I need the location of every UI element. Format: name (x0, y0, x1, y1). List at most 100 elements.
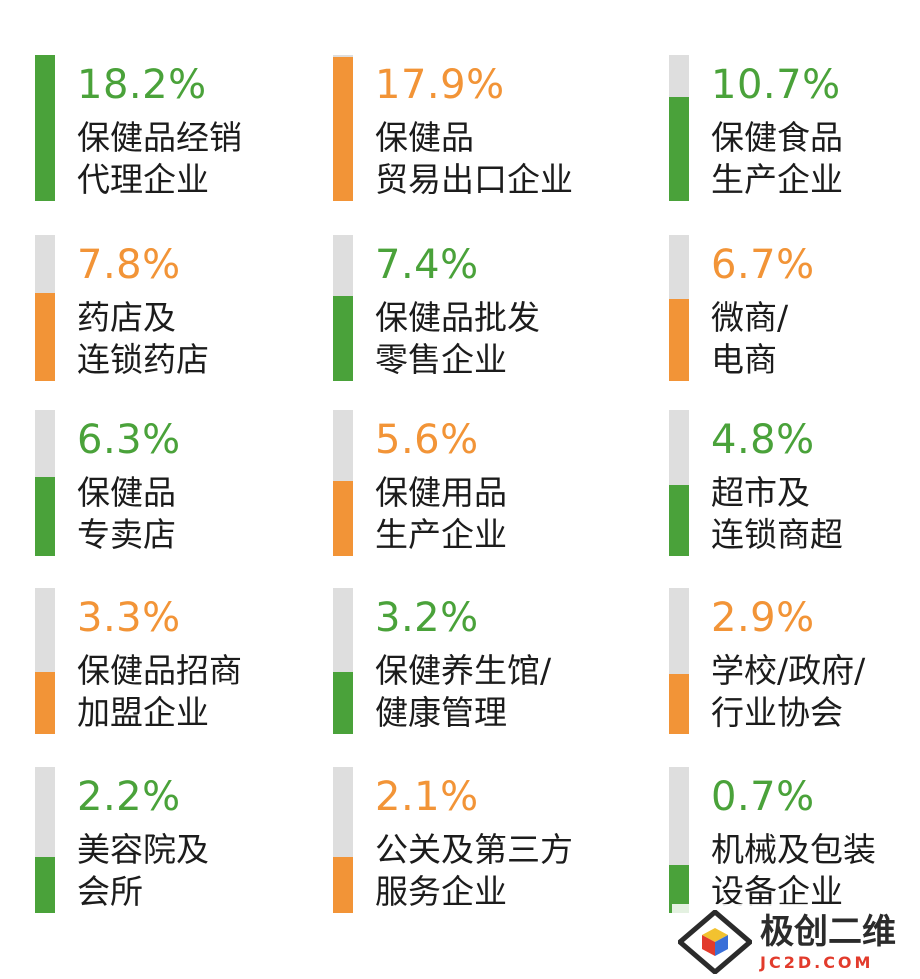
bar-fill (669, 485, 689, 556)
bar-track (35, 235, 55, 381)
category-tile: 3.2% 保健养生馆/健康管理 (333, 588, 583, 734)
percent-label: 10.7% (711, 62, 841, 108)
bar-fill (333, 481, 353, 556)
category-label-line: 生产企业 (375, 515, 507, 554)
category-tile: 6.7% 微商/电商 (669, 235, 919, 381)
category-label-line: 保健品 (375, 118, 474, 157)
category-label: 保健品招商 加盟企业 (77, 650, 242, 734)
percent-label: 7.8% (77, 242, 181, 288)
bar-fill (35, 293, 55, 381)
percent-label: 3.3% (77, 595, 181, 641)
bar-track (333, 588, 353, 734)
category-label-line: 学校/政府/ (711, 651, 866, 690)
bar-fill (35, 477, 55, 556)
category-label-line: 药店及 (77, 298, 176, 337)
bar-track (669, 410, 689, 556)
category-label: 保健品 专卖店 (77, 472, 176, 556)
category-label: 保健食品 生产企业 (711, 117, 843, 201)
category-label: 机械及包装 设备企业 (711, 829, 876, 913)
bar-fill (333, 57, 353, 201)
category-label-line: 电商 (711, 340, 777, 379)
percent-label: 2.2% (77, 774, 181, 820)
category-label: 保健品经销 代理企业 (77, 117, 242, 201)
category-label-line: 零售企业 (375, 340, 507, 379)
bar-track (669, 55, 689, 201)
category-label-line: 会所 (77, 872, 143, 911)
category-label-line: 美容院及 (77, 830, 209, 869)
category-label: 学校/政府/行业协会 (711, 650, 865, 734)
bar-fill (333, 672, 353, 734)
category-label-line: 保健品经销 (77, 118, 242, 157)
percent-label: 3.2% (375, 595, 479, 641)
percent-label: 18.2% (77, 62, 207, 108)
bar-track (35, 410, 55, 556)
bar-track (333, 410, 353, 556)
bar-fill (669, 299, 689, 381)
category-label-line: 保健品批发 (375, 298, 540, 337)
category-label-line: 保健食品 (711, 118, 843, 157)
category-label-line: 保健品 (77, 473, 176, 512)
category-tile: 7.4% 保健品批发 零售企业 (333, 235, 583, 381)
category-tile: 7.8% 药店及 连锁药店 (35, 235, 285, 381)
bar-fill (333, 857, 353, 913)
category-label-line: 健康管理 (375, 693, 507, 732)
category-tile: 2.1% 公关及第三方 服务企业 (333, 767, 583, 913)
bar-track (35, 55, 55, 201)
category-tile: 10.7% 保健食品 生产企业 (669, 55, 919, 201)
category-label: 药店及 连锁药店 (77, 297, 209, 381)
bar-track (35, 767, 55, 913)
bar-track (35, 588, 55, 734)
bar-fill (35, 55, 55, 201)
category-tile: 0.7% 机械及包装 设备企业 (669, 767, 919, 913)
percent-label: 5.6% (375, 417, 479, 463)
category-label-line: 专卖店 (77, 515, 176, 554)
category-label-line: 连锁商超 (711, 515, 843, 554)
category-tile: 17.9% 保健品 贸易出口企业 (333, 55, 583, 201)
category-label-line: 加盟企业 (77, 693, 209, 732)
bar-track (669, 235, 689, 381)
bar-fill (35, 857, 55, 913)
category-label-line: 生产企业 (711, 160, 843, 199)
category-label: 保健养生馆/健康管理 (375, 650, 551, 734)
category-label-line: 保健用品 (375, 473, 507, 512)
category-tile: 6.3% 保健品 专卖店 (35, 410, 285, 556)
bar-fill (669, 674, 689, 734)
bar-track (669, 767, 689, 913)
category-label: 保健品 贸易出口企业 (375, 117, 573, 201)
percent-label: 6.7% (711, 242, 815, 288)
category-label-line: 保健品招商 (77, 651, 242, 690)
category-label: 美容院及 会所 (77, 829, 209, 913)
category-label: 微商/电商 (711, 297, 788, 381)
category-label-line: 微商/ (711, 298, 789, 337)
percent-label: 7.4% (375, 242, 479, 288)
cube-logo-icon (678, 910, 752, 974)
category-label: 保健用品 生产企业 (375, 472, 507, 556)
percent-label: 0.7% (711, 774, 815, 820)
bar-fill (669, 97, 689, 201)
bar-fill (333, 296, 353, 381)
percent-label: 2.9% (711, 595, 815, 641)
bar-fill (35, 672, 55, 734)
bar-track (669, 588, 689, 734)
category-tile: 5.6% 保健用品 生产企业 (333, 410, 583, 556)
watermark: 极创二维 JC2D.COM (672, 904, 920, 979)
watermark-url: JC2D.COM (760, 953, 874, 972)
category-label-line: 保健养生馆/ (375, 651, 552, 690)
category-tile: 2.9% 学校/政府/行业协会 (669, 588, 919, 734)
bar-track (333, 235, 353, 381)
percent-label: 17.9% (375, 62, 505, 108)
percent-label: 6.3% (77, 417, 181, 463)
category-label: 公关及第三方 服务企业 (375, 829, 573, 913)
watermark-text: 极创二维 (760, 912, 896, 952)
category-label: 保健品批发 零售企业 (375, 297, 540, 381)
category-tile: 3.3% 保健品招商 加盟企业 (35, 588, 285, 734)
category-label-line: 服务企业 (375, 872, 507, 911)
bar-fill (669, 865, 689, 913)
percent-label: 4.8% (711, 417, 815, 463)
category-label-line: 公关及第三方 (375, 830, 573, 869)
category-label: 超市及 连锁商超 (711, 472, 843, 556)
category-tile: 4.8% 超市及 连锁商超 (669, 410, 919, 556)
category-label-line: 连锁药店 (77, 340, 209, 379)
category-label-line: 行业协会 (711, 693, 843, 732)
